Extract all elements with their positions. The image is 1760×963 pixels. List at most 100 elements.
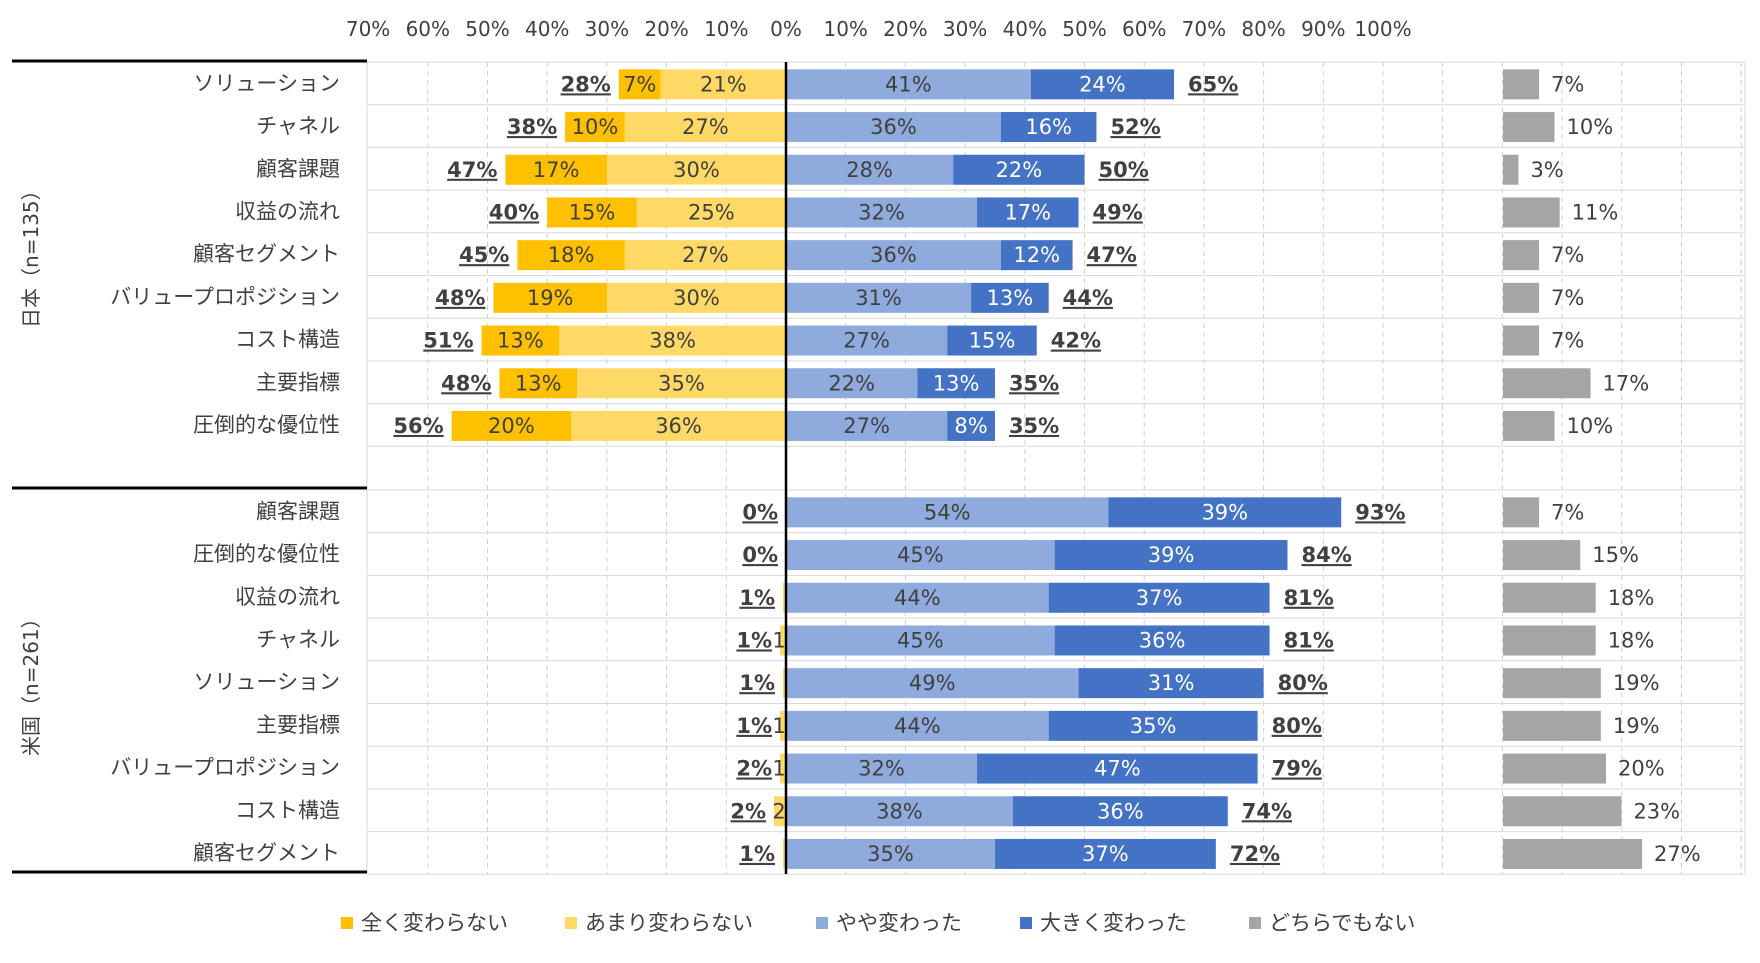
right-total-label: 65% <box>1188 72 1238 96</box>
bar-全く変わらない <box>505 154 607 185</box>
x-tick-label: 70% <box>346 17 390 41</box>
bar-やや変わった <box>786 625 1055 656</box>
bar-やや変わった <box>786 710 1049 741</box>
bar-大きく変わった <box>1054 540 1288 571</box>
right-total-label: 35% <box>1009 371 1059 395</box>
segment-label: 15% <box>969 329 1016 353</box>
neutral-label: 11% <box>1572 200 1619 224</box>
bar-全く変わらない <box>451 410 572 441</box>
neutral-label: 18% <box>1608 586 1655 610</box>
right-total-label: 74% <box>1242 799 1292 823</box>
segment-label: 18% <box>548 243 595 267</box>
right-total-label: 42% <box>1051 329 1101 353</box>
bar-あまり変わらない <box>660 69 786 100</box>
neutral-label: 7% <box>1551 500 1584 524</box>
bar-どちらでもない <box>1503 838 1643 869</box>
legend-label: 全く変わらない <box>361 911 508 935</box>
left-total-label: 1% <box>736 714 772 738</box>
bar-大きく変わった <box>1000 240 1073 271</box>
category-label: コスト構造 <box>235 798 340 822</box>
bar-やや変わった <box>786 497 1109 528</box>
segment-label: 36% <box>1139 628 1186 652</box>
category-label: バリュープロポジション <box>110 756 340 780</box>
x-tick-label: 90% <box>1301 17 1345 41</box>
bar-全く変わらない <box>499 368 578 399</box>
bar-あまり変わらない <box>636 197 786 228</box>
right-total-label: 72% <box>1230 842 1280 866</box>
segment-label: 22% <box>828 371 875 395</box>
bar-やや変わった <box>786 838 995 869</box>
left-total-label: 2% <box>730 799 766 823</box>
bar-やや変わった <box>786 112 1001 143</box>
left-total-label: 1% <box>739 842 775 866</box>
neutral-label: 27% <box>1654 842 1701 866</box>
bar-やや変わった <box>786 240 1001 271</box>
segment-label: 15% <box>569 200 616 224</box>
group-label: 米国（n=261） <box>19 608 43 756</box>
segment-label: 45% <box>897 628 944 652</box>
segment-label: 10% <box>572 115 619 139</box>
bar-やや変わった <box>786 368 918 399</box>
left-total-label: 47% <box>447 158 497 182</box>
legend-label: 大きく変わった <box>1040 911 1187 935</box>
segment-label: 38% <box>876 799 923 823</box>
segment-label: 36% <box>870 243 917 267</box>
category-label: 顧客課題 <box>256 499 340 523</box>
neutral-label: 19% <box>1613 671 1660 695</box>
bar-どちらでもない <box>1503 796 1622 827</box>
left-total-label: 1% <box>736 628 772 652</box>
right-total-label: 35% <box>1009 414 1059 438</box>
neutral-label: 20% <box>1618 757 1665 781</box>
bar-あまり変わらない <box>624 240 786 271</box>
segment-label: 54% <box>924 500 971 524</box>
x-tick-label: 70% <box>1182 17 1226 41</box>
legend-swatch <box>1249 917 1261 929</box>
neutral-label: 17% <box>1603 371 1650 395</box>
right-total-label: 80% <box>1272 714 1322 738</box>
segment-label: 36% <box>1097 799 1144 823</box>
bar-やや変わった <box>786 410 948 441</box>
x-tick-label: 10% <box>823 17 867 41</box>
bar-やや変わった <box>786 540 1055 571</box>
bar-あまり変わらない <box>624 112 786 143</box>
bar-大きく変わった <box>917 368 995 399</box>
bar-どちらでもない <box>1503 497 1540 528</box>
segment-label: 31% <box>1148 671 1195 695</box>
bar-あまり変わらない <box>606 282 786 313</box>
x-tick-label: 60% <box>406 17 450 41</box>
left-total-label: 38% <box>507 115 557 139</box>
bar-全く変わらない <box>547 197 637 228</box>
bar-どちらでもない <box>1503 753 1606 784</box>
left-total-label: 56% <box>393 414 443 438</box>
segment-label: 35% <box>658 371 705 395</box>
left-total-label: 1% <box>739 586 775 610</box>
bar-どちらでもない <box>1503 112 1555 143</box>
right-total-label: 84% <box>1301 543 1351 567</box>
left-total-label: 40% <box>489 200 539 224</box>
category-label: バリュープロポジション <box>110 285 340 309</box>
segment-label: 31% <box>855 286 902 310</box>
legend-label: やや変わった <box>836 911 962 935</box>
segment-label: 25% <box>688 200 735 224</box>
bar-やや変わった <box>786 796 1013 827</box>
segment-label: 27% <box>682 115 729 139</box>
segment-label: 13% <box>987 286 1034 310</box>
category-label: ソリューション <box>193 670 340 694</box>
segment-label: 35% <box>867 842 914 866</box>
segment-label: 39% <box>1148 543 1195 567</box>
left-total-label: 51% <box>423 329 473 353</box>
neutral-label: 7% <box>1551 286 1584 310</box>
bar-大きく変わった <box>994 838 1216 869</box>
segment-label: 16% <box>1025 115 1072 139</box>
bar-あまり変わらない <box>559 325 786 356</box>
segment-label: 13% <box>515 371 562 395</box>
bar-大きく変わった <box>1012 796 1228 827</box>
segment-label: 30% <box>673 286 720 310</box>
segment-label: 27% <box>682 243 729 267</box>
bar-大きく変わった <box>947 325 1037 356</box>
bar-どちらでもない <box>1503 582 1596 613</box>
bar-あまり変わらない <box>577 368 786 399</box>
left-total-label: 2% <box>736 757 772 781</box>
segment-label: 35% <box>1130 714 1177 738</box>
